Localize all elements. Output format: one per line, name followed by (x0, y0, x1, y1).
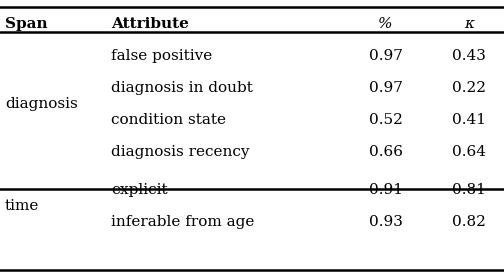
Text: 0.64: 0.64 (452, 145, 486, 158)
Text: time: time (5, 199, 39, 214)
Text: explicit: explicit (111, 183, 167, 197)
Text: 0.97: 0.97 (368, 81, 403, 95)
Text: 0.66: 0.66 (368, 145, 403, 158)
Text: diagnosis recency: diagnosis recency (111, 145, 249, 158)
Text: false positive: false positive (111, 49, 212, 63)
Text: 0.52: 0.52 (368, 113, 403, 126)
Text: condition state: condition state (111, 113, 226, 126)
Text: Attribute: Attribute (111, 17, 189, 31)
Text: %: % (379, 17, 393, 31)
Text: 0.22: 0.22 (452, 81, 486, 95)
Text: 0.43: 0.43 (452, 49, 486, 63)
Text: diagnosis in doubt: diagnosis in doubt (111, 81, 253, 95)
Text: diagnosis: diagnosis (5, 96, 78, 111)
Text: 0.97: 0.97 (368, 49, 403, 63)
Text: 0.41: 0.41 (452, 113, 486, 126)
Text: 0.93: 0.93 (368, 215, 403, 229)
Text: 0.91: 0.91 (368, 183, 403, 197)
Text: inferable from age: inferable from age (111, 215, 254, 229)
Text: 0.81: 0.81 (452, 183, 486, 197)
Text: κ: κ (464, 17, 474, 31)
Text: 0.82: 0.82 (452, 215, 486, 229)
Text: Span: Span (5, 17, 48, 31)
